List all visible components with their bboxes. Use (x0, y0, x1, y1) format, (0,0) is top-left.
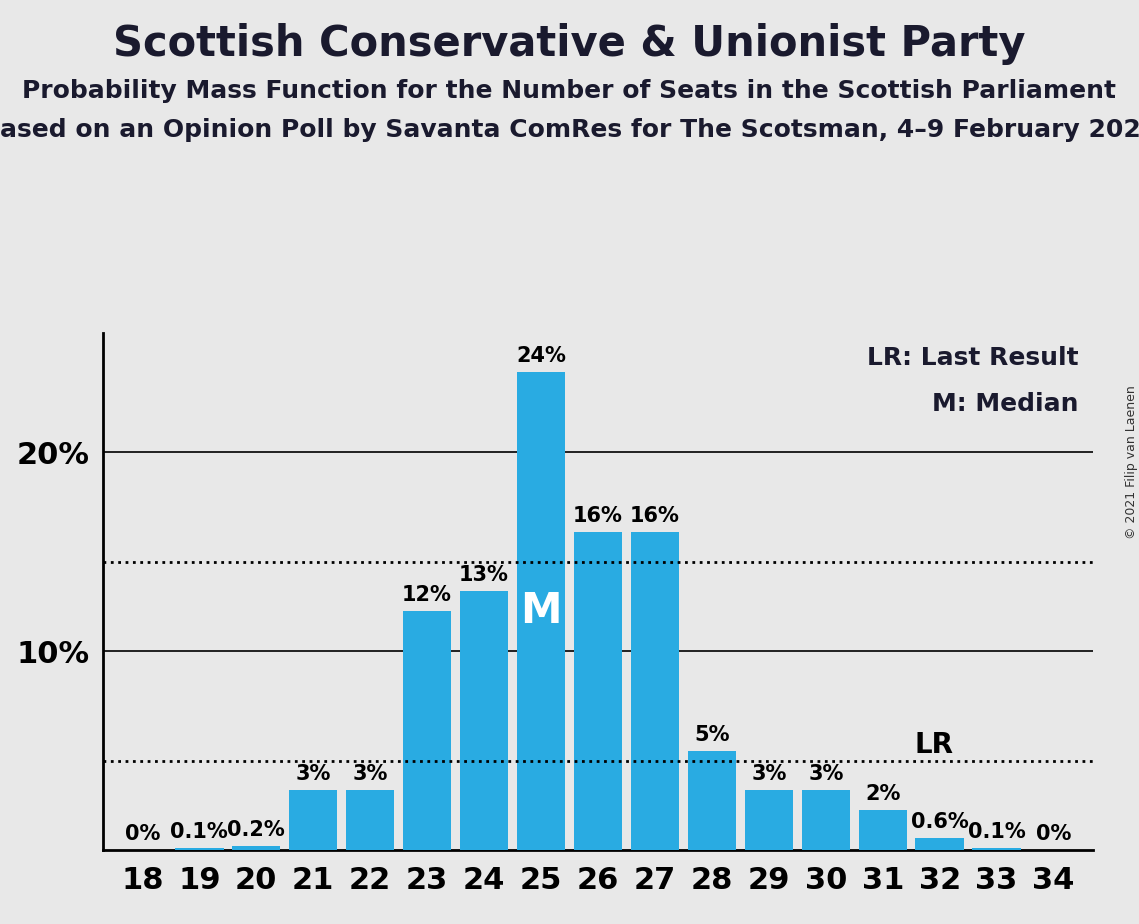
Text: © 2021 Filip van Laenen: © 2021 Filip van Laenen (1124, 385, 1138, 539)
Bar (517, 372, 565, 850)
Bar (289, 790, 337, 850)
Bar (916, 838, 964, 850)
Text: 13%: 13% (459, 565, 509, 586)
Bar (973, 848, 1021, 850)
Text: Scottish Conservative & Unionist Party: Scottish Conservative & Unionist Party (113, 23, 1026, 65)
Bar (175, 848, 223, 850)
Text: 3%: 3% (808, 764, 844, 784)
Bar (745, 790, 793, 850)
Text: LR: LR (913, 731, 953, 759)
Bar (403, 612, 451, 850)
Text: 3%: 3% (352, 764, 388, 784)
Text: 24%: 24% (516, 346, 566, 367)
Text: M: Median: M: Median (932, 392, 1079, 416)
Text: 0.2%: 0.2% (228, 821, 285, 840)
Text: 12%: 12% (402, 585, 452, 605)
Text: 16%: 16% (573, 505, 623, 526)
Text: 0%: 0% (124, 824, 161, 845)
Bar (631, 531, 679, 850)
Text: LR: Last Result: LR: Last Result (867, 346, 1079, 370)
Bar (859, 810, 907, 850)
Text: M: M (521, 590, 562, 632)
Text: 0.1%: 0.1% (968, 822, 1025, 842)
Text: Based on an Opinion Poll by Savanta ComRes for The Scotsman, 4–9 February 2021: Based on an Opinion Poll by Savanta ComR… (0, 118, 1139, 142)
Text: 0.6%: 0.6% (911, 812, 968, 833)
Bar (346, 790, 394, 850)
Text: 3%: 3% (295, 764, 331, 784)
Bar (574, 531, 622, 850)
Bar (688, 750, 736, 850)
Text: 16%: 16% (630, 505, 680, 526)
Text: 5%: 5% (694, 724, 730, 745)
Text: 0.1%: 0.1% (171, 822, 228, 842)
Text: Probability Mass Function for the Number of Seats in the Scottish Parliament: Probability Mass Function for the Number… (23, 79, 1116, 103)
Text: 2%: 2% (865, 784, 901, 804)
Text: 0%: 0% (1035, 824, 1072, 845)
Bar (232, 846, 280, 850)
Bar (460, 591, 508, 850)
Text: 3%: 3% (751, 764, 787, 784)
Bar (802, 790, 850, 850)
